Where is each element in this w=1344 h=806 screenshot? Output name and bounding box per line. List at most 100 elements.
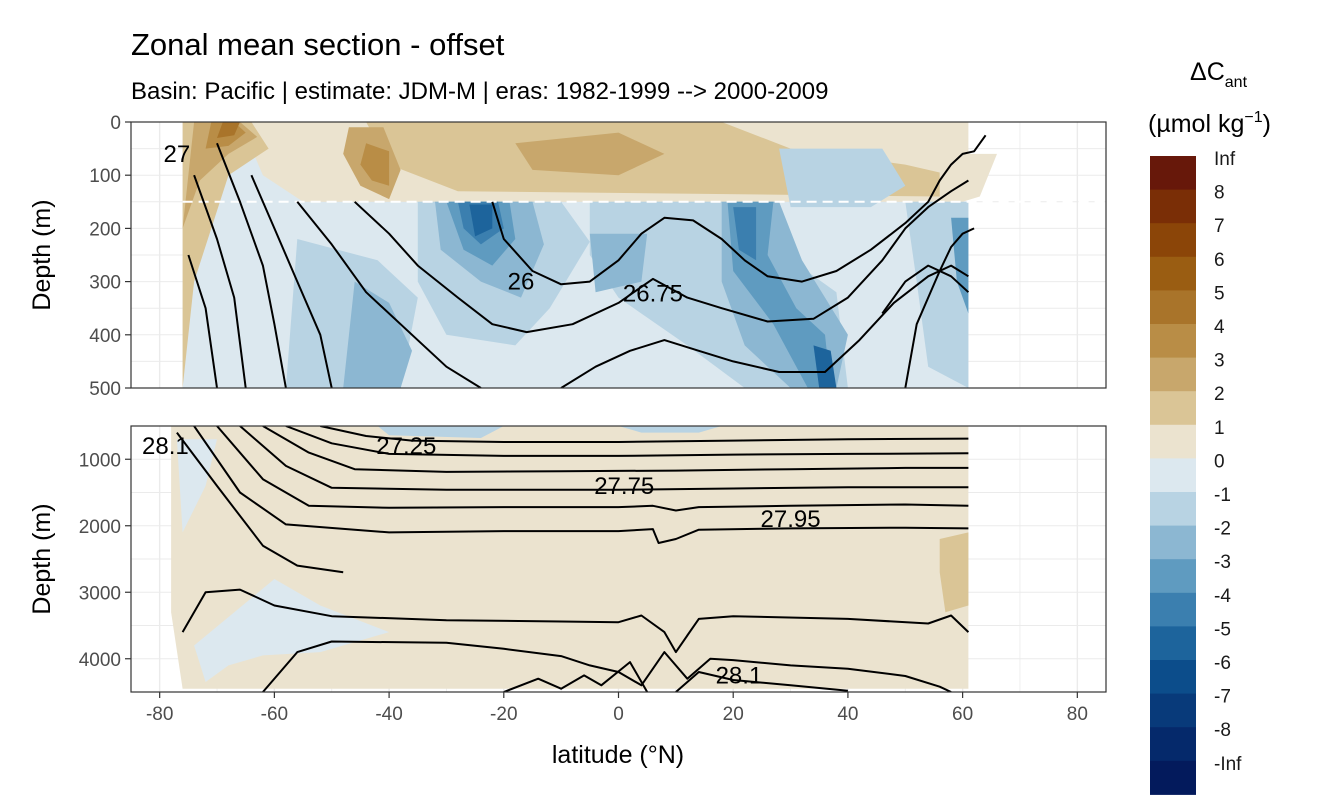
density-contour <box>216 426 969 512</box>
colorbar-legend: ΔCant (µmol kg−1) Inf 8 7 6 5 4 3 2 1 0 -1 -2 -3 -4 -5… <box>1148 58 1271 795</box>
legend-unit-exp: −1 <box>1244 109 1262 126</box>
legend-swatch <box>1150 189 1196 224</box>
legend-label: -Inf <box>1214 754 1242 775</box>
density-contour <box>187 254 218 388</box>
legend-title: ΔCant <box>1190 58 1248 91</box>
legend-label: -3 <box>1214 552 1231 573</box>
fill-region <box>779 148 906 208</box>
upper-filled-contours <box>182 122 997 388</box>
legend-title-main: ΔC <box>1190 58 1225 86</box>
legend-label: -1 <box>1214 485 1231 506</box>
legend-swatches <box>1150 156 1196 795</box>
fill-region <box>182 122 269 388</box>
legend-swatch <box>1150 256 1196 291</box>
legend-labels: Inf 8 7 6 5 4 3 2 1 0 -1 -2 -3 -4 -5 -6 -7 -8 -Inf <box>1214 149 1242 775</box>
x-tick-label: -20 <box>490 704 517 725</box>
legend-swatch <box>1150 290 1196 325</box>
legend-swatch <box>1150 592 1196 627</box>
upper-contour-labels: 26 26.75 27 <box>164 141 683 307</box>
fill-region <box>182 122 258 229</box>
fill-region <box>733 207 757 261</box>
upper-y-axis: 0 100 200 300 400 500 <box>89 113 131 400</box>
legend-label: -8 <box>1214 720 1231 741</box>
x-tick-label: 40 <box>837 704 858 725</box>
density-contour <box>296 201 482 388</box>
fill-region <box>469 204 493 237</box>
density-contour <box>491 134 987 286</box>
legend-label: -6 <box>1214 653 1231 674</box>
lower-y-axis: 1000 2000 3000 4000 <box>79 450 131 671</box>
y-tick-label: 400 <box>89 326 121 347</box>
legend-label: Inf <box>1214 149 1236 170</box>
legend-swatch <box>1150 727 1196 762</box>
contour-label: 27.75 <box>594 473 654 500</box>
fill-region <box>360 143 390 186</box>
legend-label: 6 <box>1214 250 1225 271</box>
legend-label: 7 <box>1214 216 1225 237</box>
legend-label: 5 <box>1214 283 1225 304</box>
density-contour <box>193 174 247 388</box>
upper-panel-border <box>130 121 1107 389</box>
x-tick-label: 80 <box>1067 704 1088 725</box>
legend-swatch <box>1150 156 1196 191</box>
density-contour <box>239 426 969 491</box>
y-tick-label: 500 <box>89 379 121 400</box>
upper-panel: 26 26.75 27 0 100 200 300 400 500 <box>89 113 1107 400</box>
lower-panel: 28.1 27.25 27.75 27.95 28.1 1000 2000 3000 4000 <box>79 425 1107 693</box>
density-contour <box>250 174 333 388</box>
chart-subtitle: Basin: Pacific | estimate: JDM-M | eras:… <box>131 78 828 105</box>
lower-density-contours <box>176 426 970 692</box>
legend-label: -4 <box>1214 586 1231 607</box>
fill-region <box>813 345 837 388</box>
density-contour <box>285 426 969 457</box>
fill-region <box>939 532 969 613</box>
legend-label: -5 <box>1214 619 1231 640</box>
legend-swatch <box>1150 458 1196 493</box>
lower-y-axis-label: Depth (m) <box>28 503 56 614</box>
y-tick-label: 0 <box>110 113 121 134</box>
density-contour <box>503 661 649 692</box>
legend-label: 8 <box>1214 183 1225 204</box>
x-tick-label: -60 <box>261 704 288 725</box>
upper-y-axis-label: Depth (m) <box>28 199 56 310</box>
y-tick-label: 200 <box>89 219 121 240</box>
legend-label: -7 <box>1214 687 1231 708</box>
legend-swatch <box>1150 693 1196 728</box>
fill-region <box>515 132 665 176</box>
x-tick-label: 0 <box>613 704 624 725</box>
y-tick-label: 300 <box>89 273 121 294</box>
x-axis-label: latitude (°N) <box>552 741 684 769</box>
fill-region <box>176 439 217 533</box>
legend-swatch <box>1150 357 1196 392</box>
fill-region <box>343 281 412 388</box>
x-tick-label: -80 <box>146 704 173 725</box>
legend-swatch <box>1150 391 1196 426</box>
contour-label: 28.1 <box>142 433 189 460</box>
fill-region <box>905 201 969 388</box>
fill-region <box>618 426 722 433</box>
y-tick-label: 100 <box>89 166 121 187</box>
legend-label: 0 <box>1214 451 1225 472</box>
lower-filled-contours <box>171 426 969 689</box>
fill-region <box>589 233 648 293</box>
contour-label: 27 <box>164 141 191 168</box>
legend-swatch <box>1150 324 1196 359</box>
legend-swatch <box>1150 660 1196 695</box>
legend-swatch <box>1150 492 1196 527</box>
fill-region <box>217 122 240 138</box>
legend-swatch <box>1150 525 1196 560</box>
x-tick-label: 20 <box>723 704 744 725</box>
chart-title: Zonal mean section - offset <box>131 27 505 62</box>
density-contour <box>262 640 952 692</box>
legend-unit-prefix: (µmol kg <box>1148 110 1244 138</box>
density-contour <box>181 588 970 654</box>
lower-contour-labels: 28.1 27.25 27.75 27.95 28.1 <box>142 433 821 689</box>
density-contour <box>262 426 969 473</box>
legend-swatch <box>1150 559 1196 594</box>
legend-label: 2 <box>1214 384 1225 405</box>
y-tick-label: 4000 <box>79 650 121 671</box>
density-contour <box>881 264 970 315</box>
y-tick-label: 3000 <box>79 583 121 604</box>
y-tick-label: 1000 <box>79 450 121 471</box>
